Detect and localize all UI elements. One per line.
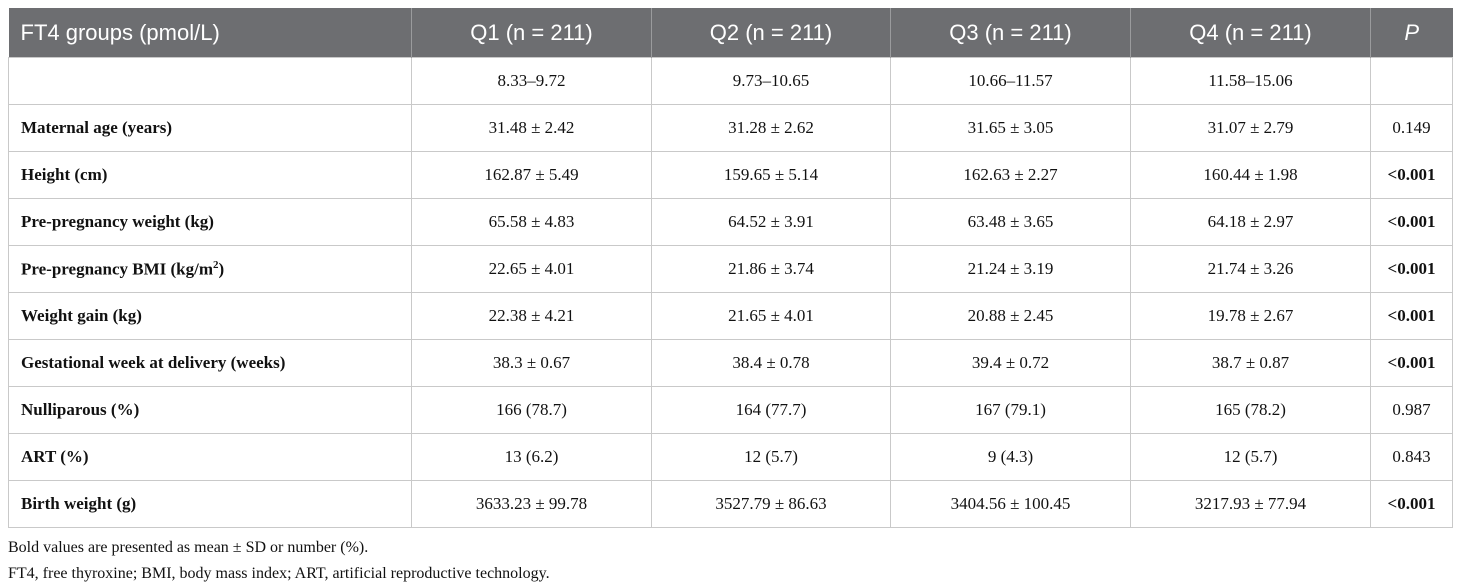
label-text: ART (%) [21,447,89,466]
cell: 160.44 ± 1.98 [1130,151,1371,199]
cell: 3404.56 ± 100.45 [890,480,1131,528]
label-superscript: 2 [213,258,219,271]
cell: 162.87 ± 5.49 [411,151,652,199]
table-row: Nulliparous (%) 166 (78.7) 164 (77.7) 167 (… [8,386,1453,434]
header-cell: Q4 (n = 211) [1130,8,1371,58]
cell: 164 (77.7) [651,386,891,434]
cell: 21.65 ± 4.01 [651,292,891,340]
cell: 166 (78.7) [411,386,652,434]
header-cell: Q3 (n = 211) [890,8,1131,58]
cell: 31.28 ± 2.62 [651,104,891,152]
cell: 10.66–11.57 [890,57,1131,105]
cell: 165 (78.2) [1130,386,1371,434]
row-label: Height (cm) [8,151,412,199]
header-cell: Q2 (n = 211) [651,8,891,58]
p-value: 0.987 [1370,386,1453,434]
row-label: Maternal age (years) [8,104,412,152]
cell: 162.63 ± 2.27 [890,151,1131,199]
cell: 3217.93 ± 77.94 [1130,480,1371,528]
row-label: Weight gain (kg) [8,292,412,340]
label-text: Nulliparous (%) [21,400,140,419]
row-label: Pre-pregnancy weight (kg) [8,198,412,246]
cell: 31.48 ± 2.42 [411,104,652,152]
cell: 38.4 ± 0.78 [651,339,891,387]
cell: 64.52 ± 3.91 [651,198,891,246]
p-value [1370,57,1453,105]
cell: 31.07 ± 2.79 [1130,104,1371,152]
cell: 39.4 ± 0.72 [890,339,1131,387]
cell: 21.86 ± 3.74 [651,245,891,293]
table-row: Gestational week at delivery (weeks) 38.3… [8,339,1453,387]
table-row: ART (%) 13 (6.2) 12 (5.7) 9 (4.3) 12 (5.7) 0.… [8,433,1453,481]
cell: 13 (6.2) [411,433,652,481]
p-value: <0.001 [1370,245,1453,293]
cell: 11.58–15.06 [1130,57,1371,105]
data-table: FT4 groups (pmol/L) Q1 (n = 211) Q2 (n = 2… [8,8,1453,528]
cell: 22.38 ± 4.21 [411,292,652,340]
cell: 3527.79 ± 86.63 [651,480,891,528]
table-row: 8.33–9.72 9.73–10.65 10.66–11.57 11.58–15.0… [8,57,1453,105]
cell: 22.65 ± 4.01 [411,245,652,293]
table-row: Maternal age (years) 31.48 ± 2.42 31.28 ± … [8,104,1453,152]
cell: 38.3 ± 0.67 [411,339,652,387]
cell: 21.24 ± 3.19 [890,245,1131,293]
row-label [8,57,412,105]
p-value: <0.001 [1370,198,1453,246]
header-row: FT4 groups (pmol/L) Q1 (n = 211) Q2 (n = 2… [8,8,1453,58]
cell: 31.65 ± 3.05 [890,104,1131,152]
row-label: ART (%) [8,433,412,481]
cell: 65.58 ± 4.83 [411,198,652,246]
cell: 21.74 ± 3.26 [1130,245,1371,293]
cell: 20.88 ± 2.45 [890,292,1131,340]
cell: 19.78 ± 2.67 [1130,292,1371,340]
p-value: 0.843 [1370,433,1453,481]
cell: 167 (79.1) [890,386,1131,434]
cell: 8.33–9.72 [411,57,652,105]
footnotes: Bold values are presented as mean ± SD o… [8,535,550,587]
cell: 159.65 ± 5.14 [651,151,891,199]
footnote: Bold values are presented as mean ± SD o… [8,539,369,556]
label-text: Pre-pregnancy BMI (kg/m [21,259,214,279]
label-text: Pre-pregnancy weight (kg) [21,212,214,231]
footnote: FT4, free thyroxine; BMI, body mass inde… [8,565,550,582]
label-text: Birth weight (g) [21,494,137,513]
label-text: Weight gain (kg) [21,306,142,325]
cell: 63.48 ± 3.65 [890,198,1131,246]
label-text: Height (cm) [21,165,108,184]
header-cell: P [1370,8,1453,58]
p-value: <0.001 [1370,480,1453,528]
label-text: ) [218,259,225,279]
row-label: Pre-pregnancy BMI (kg/m2) [8,245,412,293]
cell: 9 (4.3) [890,433,1131,481]
p-value: <0.001 [1370,292,1453,340]
row-label: Nulliparous (%) [8,386,412,434]
p-value: <0.001 [1370,339,1453,387]
cell: 12 (5.7) [1130,433,1371,481]
table-row: Weight gain (kg) 22.38 ± 4.21 21.65 ± 4.01… [8,292,1453,340]
header-cell: FT4 groups (pmol/L) [8,8,412,58]
cell: 3633.23 ± 99.78 [411,480,652,528]
cell: 64.18 ± 2.97 [1130,198,1371,246]
cell: 9.73–10.65 [651,57,891,105]
label-text: Gestational week at delivery (weeks) [21,353,286,372]
cell: 38.7 ± 0.87 [1130,339,1371,387]
table-body: 8.33–9.72 9.73–10.65 10.66–11.57 11.58–15.0… [8,57,1453,528]
row-label: Birth weight (g) [8,480,412,528]
cell: 12 (5.7) [651,433,891,481]
header-cell: Q1 (n = 211) [411,8,652,58]
row-label: Gestational week at delivery (weeks) [8,339,412,387]
table-row: Birth weight (g) 3633.23 ± 99.78 3527.79 ±… [8,480,1453,528]
p-value: <0.001 [1370,151,1453,199]
table-row: Pre-pregnancy BMI (kg/m2) 22.65 ± 4.01 21.… [8,245,1453,293]
table-row: Pre-pregnancy weight (kg) 65.58 ± 4.83 64.… [8,198,1453,246]
p-value: 0.149 [1370,104,1453,152]
table-row: Height (cm) 162.87 ± 5.49 159.65 ± 5.14 162… [8,151,1453,199]
label-text: Maternal age (years) [21,118,173,137]
